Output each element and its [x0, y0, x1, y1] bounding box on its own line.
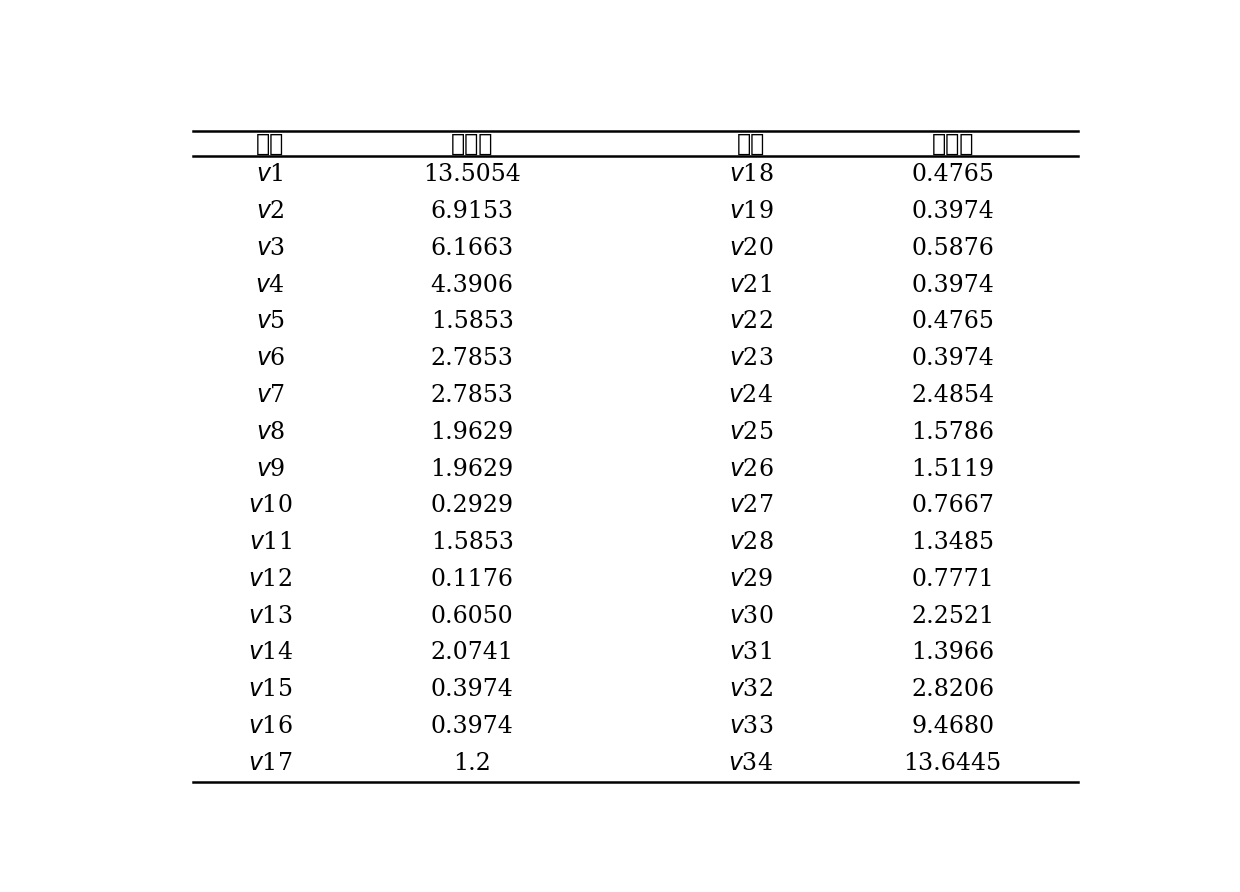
Text: 2.7853: 2.7853 [430, 384, 513, 407]
Text: 2.4854: 2.4854 [911, 384, 994, 407]
Text: $v$6: $v$6 [255, 347, 285, 370]
Text: $v$3: $v$3 [255, 237, 285, 260]
Text: 0.1176: 0.1176 [430, 568, 513, 591]
Text: 6.9153: 6.9153 [430, 200, 513, 223]
Text: $v$30: $v$30 [729, 605, 773, 628]
Text: 0.3974: 0.3974 [911, 274, 994, 297]
Text: $v$27: $v$27 [729, 494, 773, 517]
Text: 0.4765: 0.4765 [911, 310, 994, 334]
Text: 2.2521: 2.2521 [911, 605, 994, 628]
Text: 重要性: 重要性 [931, 132, 973, 155]
Text: $v$10: $v$10 [248, 494, 293, 517]
Text: 0.3974: 0.3974 [430, 714, 513, 738]
Text: 1.5853: 1.5853 [430, 310, 513, 334]
Text: $v$21: $v$21 [729, 274, 773, 297]
Text: $v$31: $v$31 [729, 641, 773, 665]
Text: $v$28: $v$28 [729, 531, 773, 554]
Text: $v$15: $v$15 [248, 678, 293, 701]
Text: 1.9629: 1.9629 [430, 458, 513, 481]
Text: 1.5853: 1.5853 [430, 531, 513, 554]
Text: $v$11: $v$11 [249, 531, 291, 554]
Text: 0.5876: 0.5876 [911, 237, 994, 260]
Text: 0.3974: 0.3974 [430, 678, 513, 701]
Text: $v$29: $v$29 [729, 568, 773, 591]
Text: $v$16: $v$16 [248, 714, 293, 738]
Text: $v$22: $v$22 [729, 310, 773, 334]
Text: $v$2: $v$2 [255, 200, 285, 223]
Text: 0.7667: 0.7667 [911, 494, 994, 517]
Text: $v$34: $v$34 [728, 752, 774, 774]
Text: 节点: 节点 [737, 132, 765, 155]
Text: $v$9: $v$9 [255, 458, 285, 481]
Text: $v$23: $v$23 [729, 347, 773, 370]
Text: $v$17: $v$17 [248, 752, 293, 774]
Text: $v$12: $v$12 [248, 568, 293, 591]
Text: 2.7853: 2.7853 [430, 347, 513, 370]
Text: 0.4765: 0.4765 [911, 163, 994, 186]
Text: $v$26: $v$26 [729, 458, 773, 481]
Text: 1.5119: 1.5119 [911, 458, 994, 481]
Text: 13.6445: 13.6445 [904, 752, 1002, 774]
Text: 6.1663: 6.1663 [430, 237, 513, 260]
Text: 0.3974: 0.3974 [911, 347, 994, 370]
Text: 1.3485: 1.3485 [911, 531, 994, 554]
Text: $v$5: $v$5 [255, 310, 285, 334]
Text: 1.2: 1.2 [453, 752, 491, 774]
Text: $v$33: $v$33 [729, 714, 773, 738]
Text: 4.3906: 4.3906 [430, 274, 513, 297]
Text: $v$1: $v$1 [257, 163, 284, 186]
Text: 0.6050: 0.6050 [430, 605, 513, 628]
Text: 0.3974: 0.3974 [911, 200, 994, 223]
Text: $v$19: $v$19 [729, 200, 773, 223]
Text: $v$25: $v$25 [729, 421, 773, 443]
Text: 重要性: 重要性 [451, 132, 494, 155]
Text: 13.5054: 13.5054 [423, 163, 521, 186]
Text: 1.5786: 1.5786 [911, 421, 994, 443]
Text: $v$20: $v$20 [729, 237, 773, 260]
Text: 1.9629: 1.9629 [430, 421, 513, 443]
Text: $v$7: $v$7 [255, 384, 285, 407]
Text: 9.4680: 9.4680 [911, 714, 994, 738]
Text: $v$24: $v$24 [728, 384, 774, 407]
Text: $v$8: $v$8 [255, 421, 285, 443]
Text: 节点: 节点 [257, 132, 284, 155]
Text: $v$4: $v$4 [255, 274, 285, 297]
Text: $v$14: $v$14 [248, 641, 293, 665]
Text: 2.8206: 2.8206 [911, 678, 994, 701]
Text: 2.0741: 2.0741 [430, 641, 513, 665]
Text: 0.2929: 0.2929 [430, 494, 513, 517]
Text: $v$32: $v$32 [729, 678, 773, 701]
Text: 0.7771: 0.7771 [911, 568, 994, 591]
Text: $v$18: $v$18 [729, 163, 773, 186]
Text: $v$13: $v$13 [248, 605, 293, 628]
Text: 1.3966: 1.3966 [911, 641, 994, 665]
